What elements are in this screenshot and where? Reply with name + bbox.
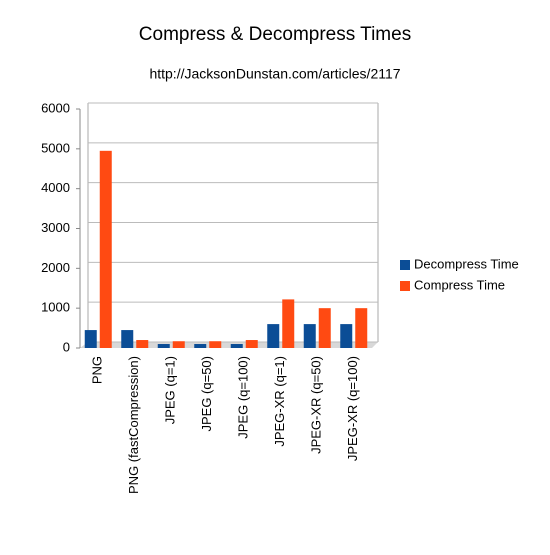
bar [99,150,112,348]
bar [194,344,207,348]
chart-subtitle: http://JacksonDunstan.com/articles/2117 [149,66,400,82]
y-tick-label: 3000 [41,220,70,235]
x-tick-label: PNG [90,356,105,384]
bar [121,330,134,348]
bar [340,324,353,348]
bar [84,330,97,348]
bar [230,344,243,348]
y-tick-label: 2000 [41,260,70,275]
legend-label: Decompress Time [414,256,519,271]
x-tick-label: JPEG-XR (q=1) [272,356,287,447]
x-tick-label: JPEG (q=50) [199,356,214,432]
bar [157,344,170,348]
legend-swatch [400,260,410,270]
x-tick-label: JPEG (q=100) [236,356,251,439]
legend-label: Compress Time [414,277,505,292]
bar [172,341,185,348]
x-tick-label: JPEG (q=1) [163,356,178,424]
x-tick-label: JPEG-XR (q=100) [345,356,360,461]
y-tick-label: 6000 [41,100,70,115]
bar [209,341,222,348]
legend-swatch [400,281,410,291]
bar [267,324,280,348]
x-tick-label: JPEG-XR (q=50) [309,356,324,454]
y-tick-label: 5000 [41,140,70,155]
chart-title: Compress & Decompress Times [139,24,411,45]
y-tick-label: 4000 [41,180,70,195]
y-tick-label: 1000 [41,300,70,315]
x-tick-label: PNG (fastCompression) [126,356,141,494]
y-tick-label: 0 [63,339,70,354]
bar [355,308,368,348]
bar [136,340,149,348]
bar [245,340,258,348]
bar [318,308,331,348]
bar [282,299,295,348]
floor [80,342,378,348]
bar [303,324,316,348]
